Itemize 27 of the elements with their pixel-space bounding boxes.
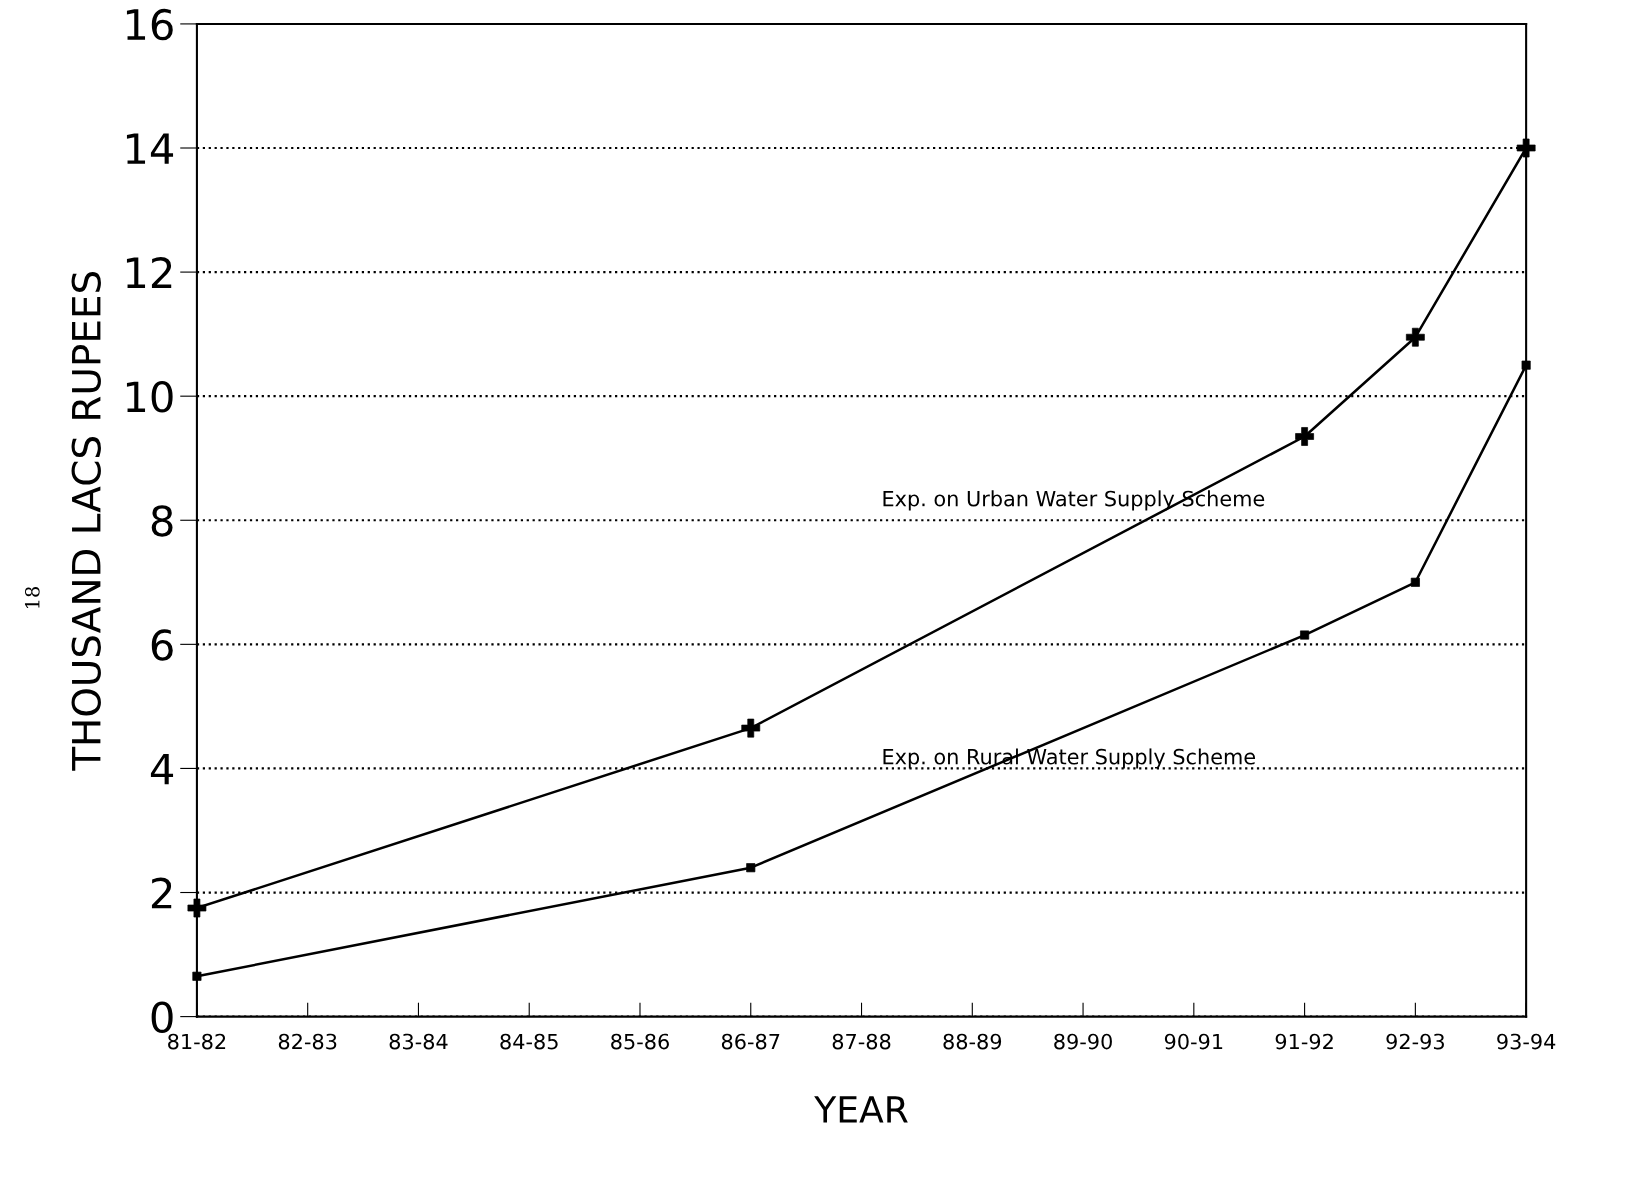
x-tick-label: 87-88 [832,1033,891,1050]
text: 18 [24,586,40,608]
y-tick-label: 8 [151,505,173,537]
x-tick-label: 89-90 [1054,1033,1112,1050]
y-tick-label: 12 [126,257,172,288]
series-label: Exp. on Urban Water Supply Scheme [883,490,1265,511]
y-tick-label: 0 [151,1001,173,1034]
x-tick-label: 84-85 [500,1033,558,1050]
x-tick-label: 82-83 [278,1033,337,1050]
x-tick-label: 92-93 [1386,1033,1444,1050]
y-tick-label: 16 [126,8,173,41]
x-tick-label: 91-92 [1275,1033,1333,1050]
x-tick-label: 85-86 [611,1033,669,1050]
y-tick-label: 2 [151,877,172,909]
series-label: Exp. on Rural Water Supply Scheme [883,748,1256,769]
y-tick-label: 6 [151,629,173,661]
y-axis-title: THOUSAND LACS RUPEES [71,271,101,771]
x-tick-label: 88-89 [943,1033,1002,1050]
y-tick-label: 10 [126,381,173,413]
y-tick-label: 14 [126,133,174,164]
x-tick-label: 90-91 [1164,1033,1223,1050]
x-tick-label: 83-84 [389,1033,448,1050]
y-tick-label: 4 [150,753,174,785]
x-tick-label: 86-87 [721,1033,780,1050]
x-axis-title: YEAR [814,1096,908,1123]
x-tick-label: 81-82 [168,1033,226,1050]
x-tick-label: 93-94 [1497,1033,1556,1050]
